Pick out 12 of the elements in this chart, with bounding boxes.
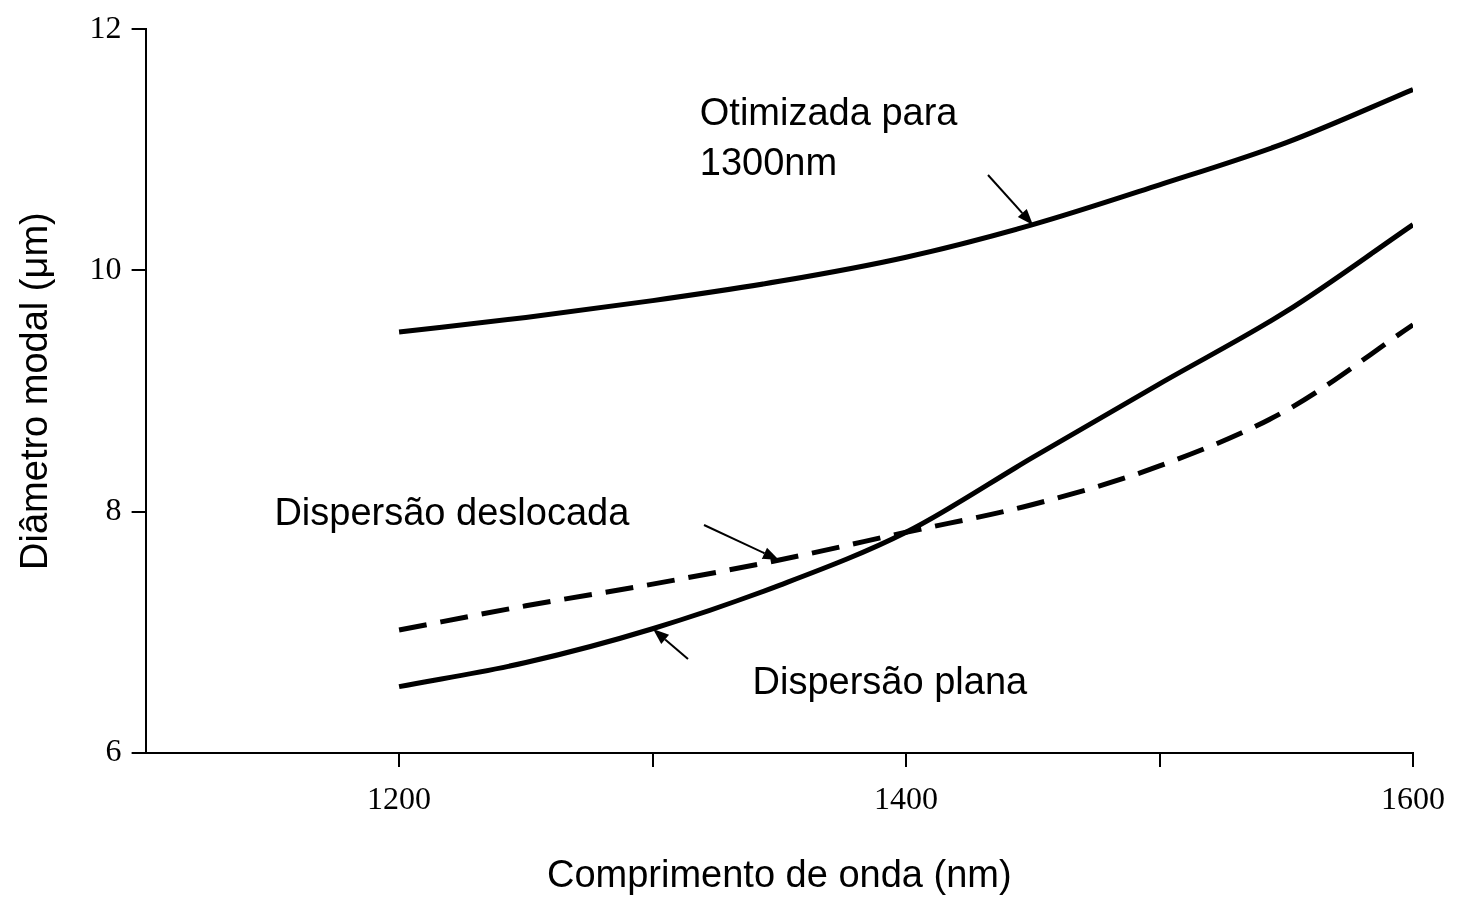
y-tick-label: 12 (89, 8, 122, 45)
series-label: Dispersão plana (752, 660, 1029, 703)
y-tick-label: 6 (105, 732, 122, 769)
y-tick-label: 8 (105, 491, 122, 528)
series-label: Dispersão deslocada (274, 491, 631, 534)
x-tick-label: 1600 (1381, 779, 1445, 816)
x-tick-label: 1200 (367, 779, 432, 816)
series-label: Otimizada para 1300nm (699, 91, 959, 184)
y-tick-label: 10 (89, 249, 122, 286)
x-tick-label: 1400 (874, 779, 939, 816)
x-axis-title: Comprimento de onda (nm) (546, 852, 1012, 895)
y-axis-title: Diâmetro modal (μm) (13, 212, 56, 570)
